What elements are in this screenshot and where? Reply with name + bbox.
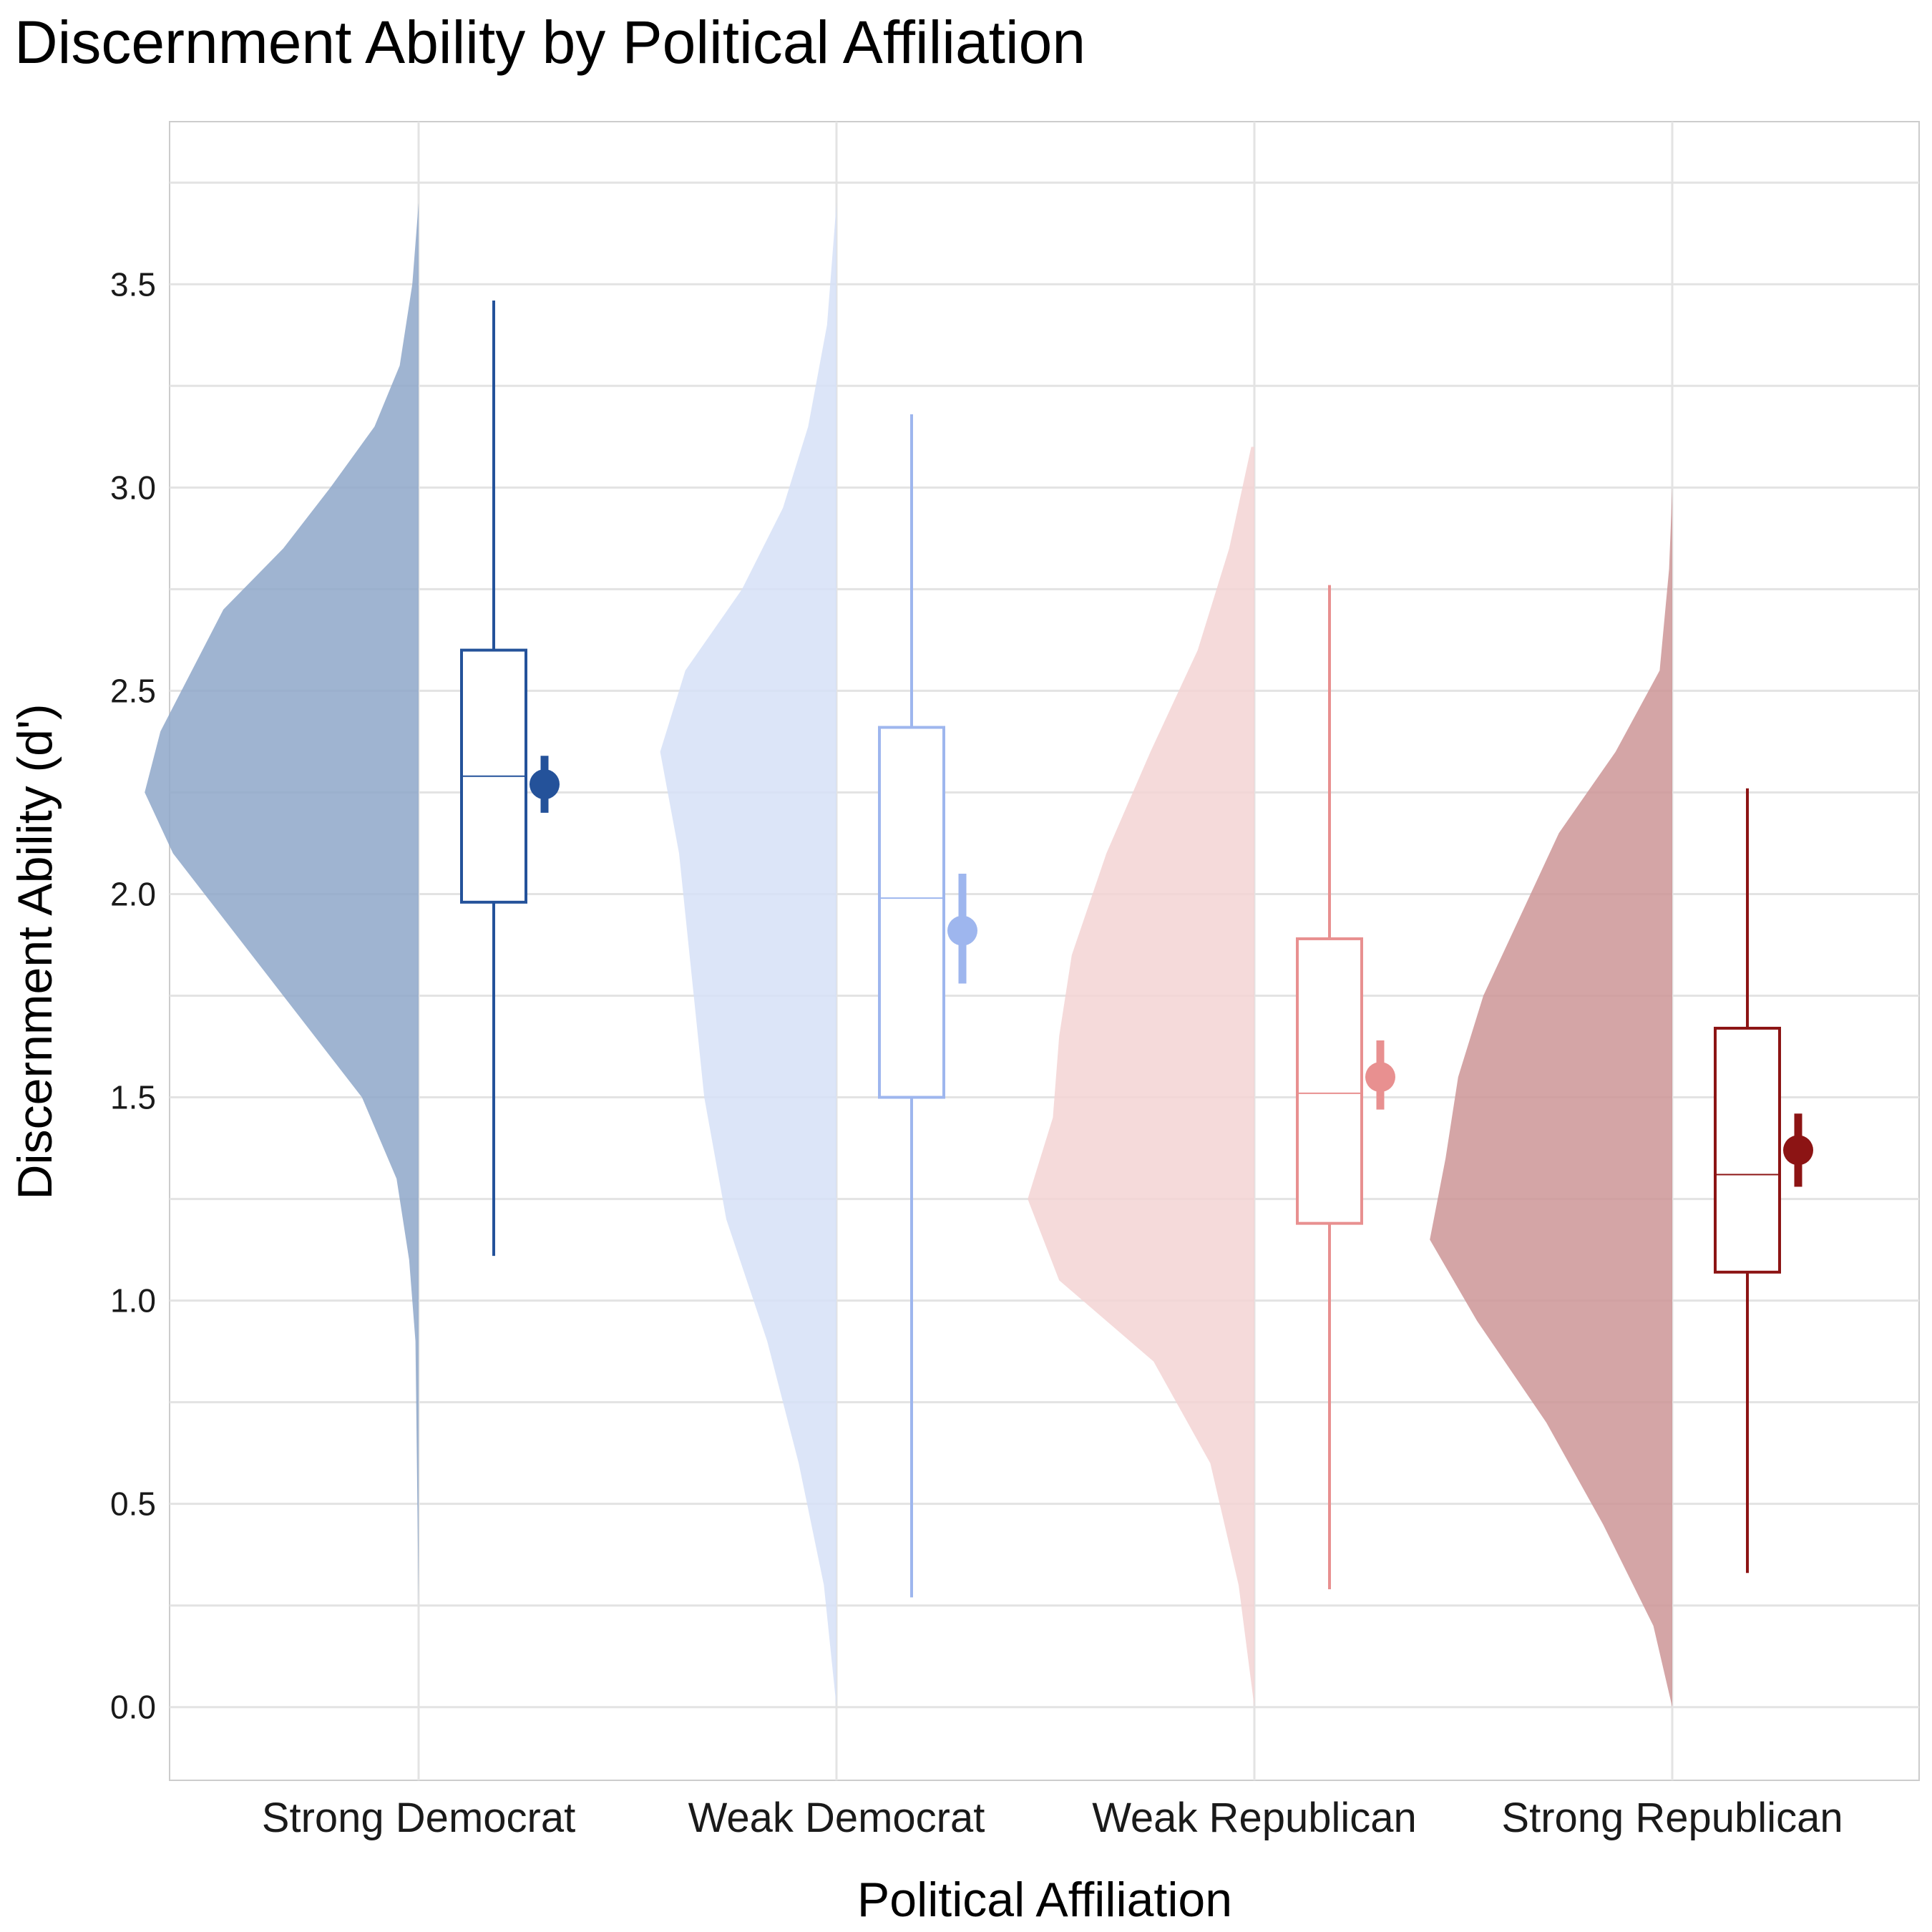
- half-violin: [660, 203, 836, 1707]
- x-tick-label: Weak Democrat: [688, 1795, 985, 1841]
- box-iqr: [1714, 1026, 1781, 1274]
- half-violin: [145, 203, 419, 1606]
- y-tick-label: 2.0: [110, 875, 156, 912]
- box-iqr: [1296, 937, 1363, 1225]
- series-group-weak-republican: [1028, 447, 1395, 1707]
- mean-point: [1783, 1135, 1813, 1166]
- x-axis-tick-labels: Strong Democrat Weak Democrat Weak Republi…: [262, 1795, 1843, 1841]
- half-violin: [1028, 447, 1254, 1707]
- data-marks: [145, 203, 1813, 1707]
- y-tick-label: 3.5: [110, 265, 156, 303]
- y-tick-label: 1.5: [110, 1079, 156, 1116]
- series-group-strong-democrat: [145, 203, 560, 1606]
- y-tick-label: 0.0: [110, 1689, 156, 1726]
- y-axis-tick-labels: 0.0 0.5 1.0 1.5 2.0 2.5 3.0 3.5: [110, 265, 156, 1725]
- x-tick-label: Weak Republican: [1092, 1795, 1417, 1841]
- half-violin: [1430, 487, 1672, 1707]
- y-tick-label: 3.0: [110, 469, 156, 506]
- series-group-weak-democrat: [660, 203, 977, 1707]
- mean-point: [530, 769, 560, 800]
- mean-point: [947, 915, 977, 946]
- plot-panel: [169, 121, 1920, 1781]
- x-tick-label: Strong Republican: [1501, 1795, 1843, 1841]
- chart-title: Discernment Ability by Political Affilia…: [14, 9, 1085, 76]
- y-tick-label: 1.0: [110, 1282, 156, 1319]
- series-group-strong-republican: [1430, 487, 1813, 1707]
- box-iqr: [878, 726, 945, 1099]
- mean-point: [1365, 1062, 1395, 1093]
- y-tick-label: 2.5: [110, 672, 156, 709]
- y-axis-title: Discernment Ability (d'): [8, 703, 62, 1199]
- y-tick-label: 0.5: [110, 1485, 156, 1523]
- x-axis-title: Political Affiliation: [857, 1873, 1232, 1927]
- x-tick-label: Strong Democrat: [262, 1795, 575, 1841]
